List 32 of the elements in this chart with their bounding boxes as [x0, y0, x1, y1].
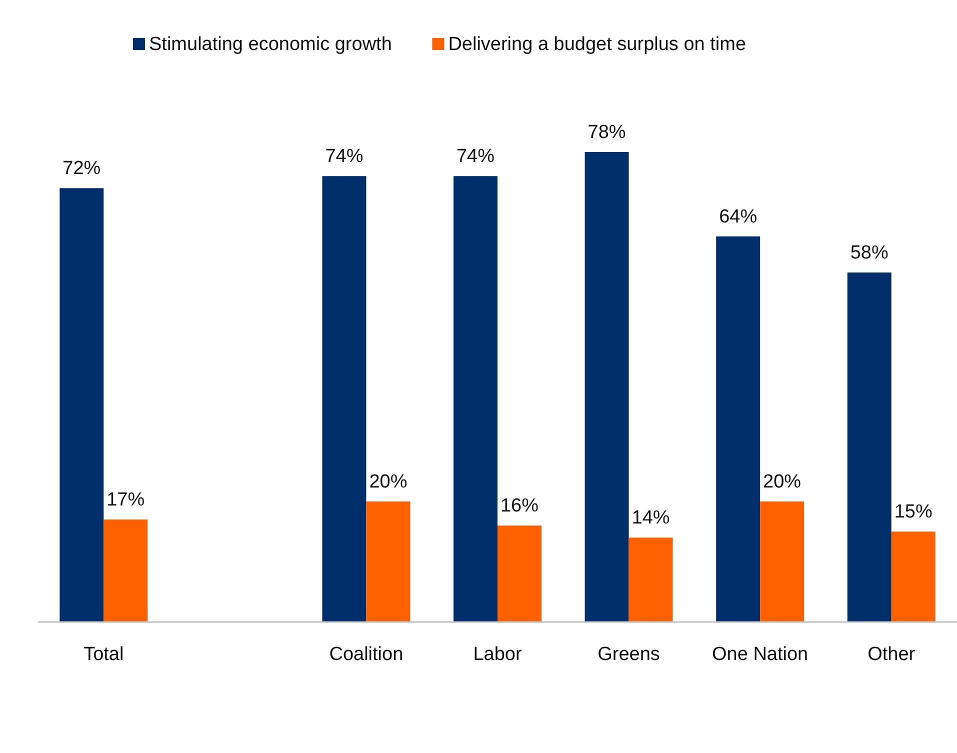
bar — [628, 538, 673, 622]
bar — [322, 176, 366, 622]
bar — [366, 501, 410, 622]
bar — [847, 272, 892, 622]
x-tick-label: Labor — [473, 644, 522, 665]
data-label: 15% — [894, 502, 932, 523]
x-tick-label: Coalition — [329, 644, 404, 665]
data-label: 14% — [632, 508, 670, 529]
data-label: 74% — [325, 146, 364, 168]
x-tick-label: Greens — [598, 644, 660, 665]
x-tick-label: Total — [84, 644, 124, 665]
legend-label: Delivering a budget surplus on time — [448, 34, 746, 55]
bar — [104, 520, 148, 622]
data-label: 78% — [588, 122, 626, 143]
data-label: 64% — [719, 206, 758, 228]
x-tick-label: One Nation — [712, 644, 808, 665]
legend-label: Stimulating economic growth — [149, 34, 392, 55]
data-label: 58% — [850, 242, 888, 264]
data-label: 20% — [369, 471, 408, 492]
data-label: 74% — [456, 146, 495, 168]
data-label: 20% — [763, 471, 802, 492]
bar — [716, 236, 760, 622]
bar — [498, 526, 542, 622]
data-label: 17% — [106, 490, 145, 511]
bar — [454, 176, 498, 622]
data-label: 16% — [500, 496, 539, 517]
data-label: 72% — [62, 158, 101, 180]
bar — [584, 152, 629, 622]
bar — [60, 188, 104, 622]
bar — [891, 532, 936, 622]
x-tick-label: Other — [868, 644, 916, 665]
bar — [760, 501, 804, 622]
